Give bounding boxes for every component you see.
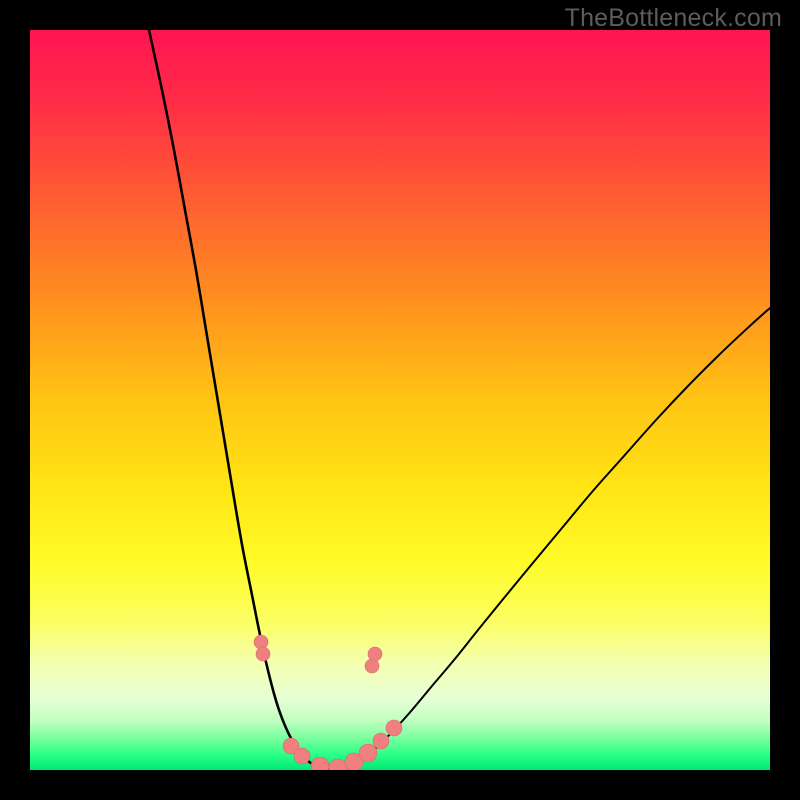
bottleneck-curve (30, 30, 770, 770)
data-point (254, 635, 268, 649)
data-point (359, 744, 377, 762)
data-point (329, 759, 347, 770)
curve-left (149, 30, 332, 770)
data-point (368, 647, 382, 661)
data-point (256, 647, 270, 661)
watermark-label: TheBottleneck.com (565, 4, 782, 33)
data-point (373, 733, 389, 749)
data-point (311, 757, 329, 770)
data-point (386, 720, 402, 736)
curve-right (332, 308, 770, 770)
chart-frame: TheBottleneck.com (0, 0, 800, 800)
data-point (365, 659, 379, 673)
plot-area (30, 30, 770, 770)
data-point (294, 748, 310, 764)
